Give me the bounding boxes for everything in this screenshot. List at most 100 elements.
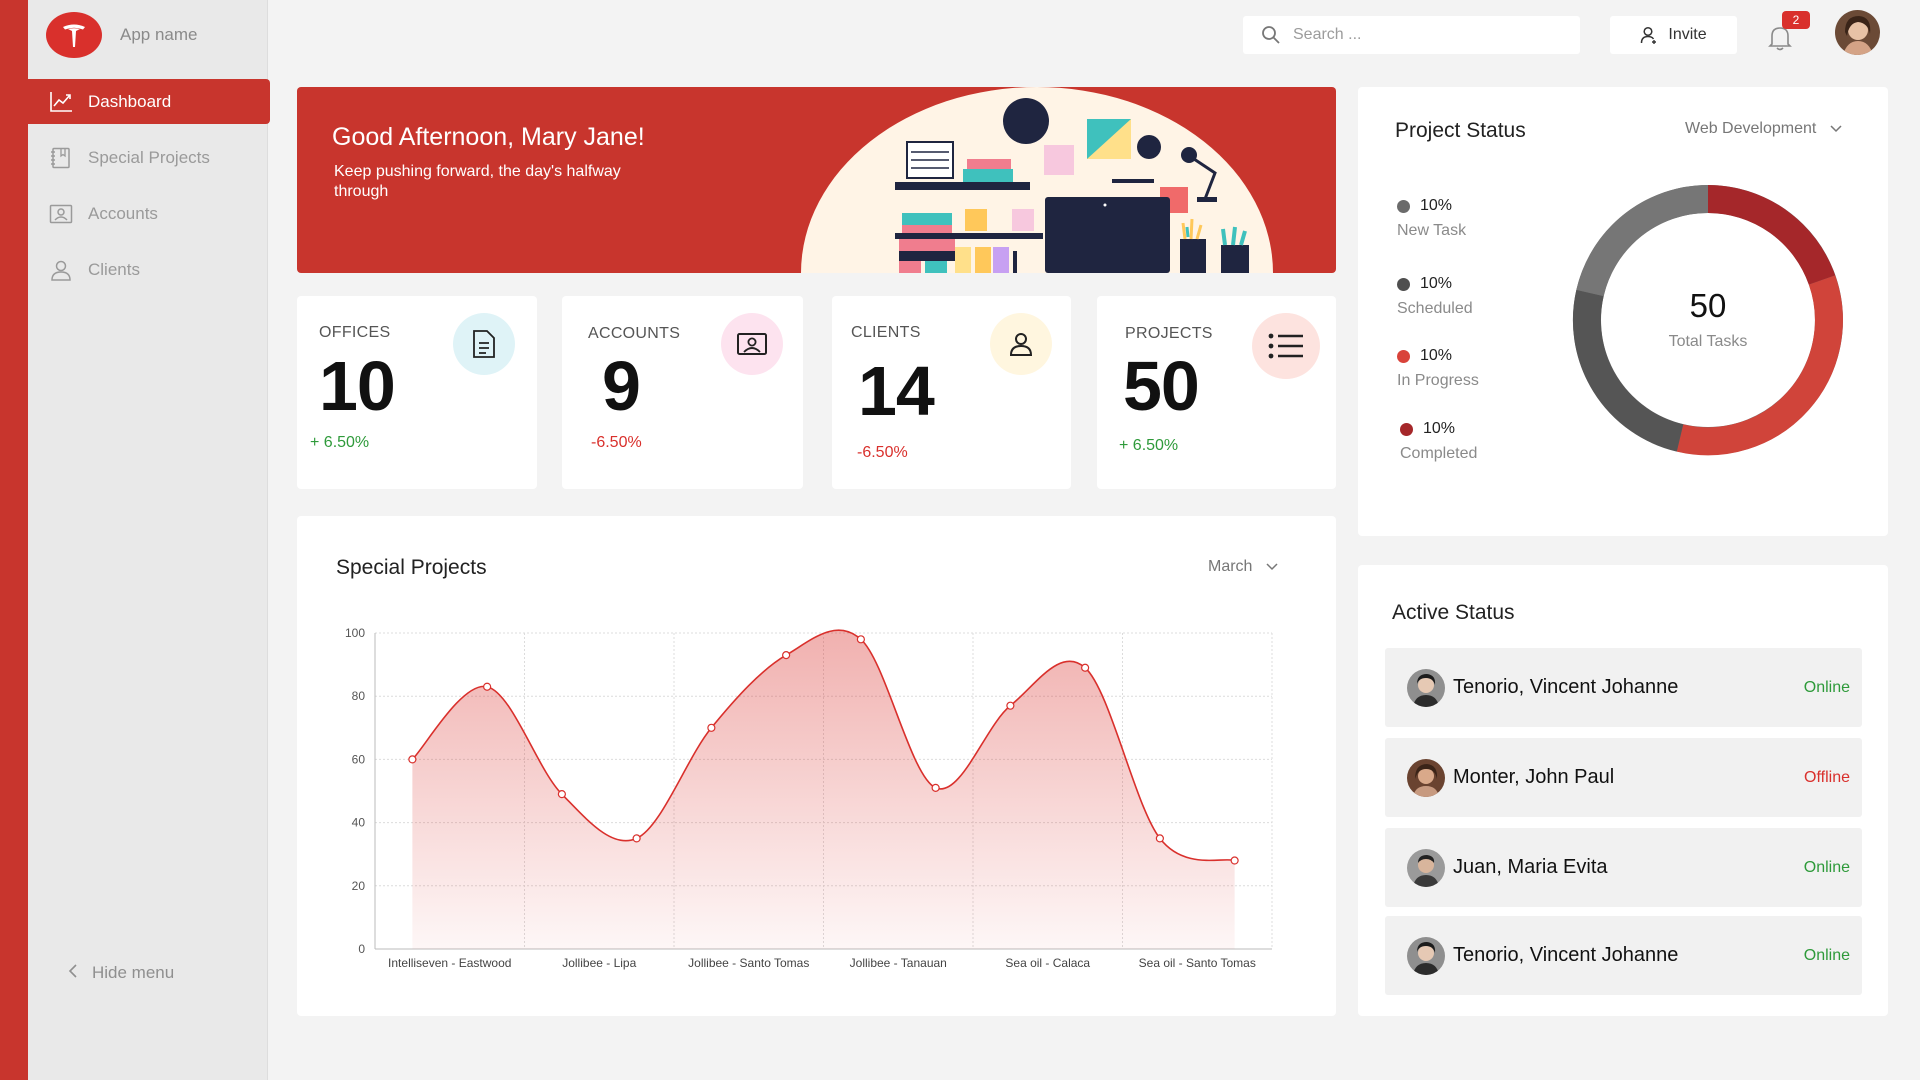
user-status: Offline (1804, 768, 1850, 786)
search-input[interactable]: Search ... (1243, 16, 1580, 54)
project-status-donut (1572, 185, 1843, 456)
user-avatar[interactable] (1835, 10, 1880, 55)
id-card-icon (48, 203, 74, 225)
active-user-row[interactable]: Tenorio, Vincent Johanne Online (1385, 648, 1862, 727)
chart-line-icon (48, 91, 74, 113)
total-tasks-value: 50 (1689, 287, 1727, 324)
x-tick-label: Jollibee - Santo Tomas (688, 956, 809, 970)
stat-delta: + 6.50% (1119, 437, 1179, 454)
notifications-button[interactable] (1765, 16, 1795, 52)
active-user-row[interactable]: Juan, Maria Evita Online (1385, 828, 1862, 907)
sidebar-item-special-projects[interactable]: Special Projects (28, 135, 270, 180)
user-name: Tenorio, Vincent Johanne (1453, 676, 1679, 698)
user-status: Online (1803, 678, 1850, 696)
app-name: App name (120, 25, 198, 44)
data-point (856, 635, 865, 644)
data-point (1006, 701, 1015, 710)
id-card-icon (721, 313, 783, 375)
stat-card-projects[interactable]: PROJECTS 50 + 6.50% (1097, 296, 1336, 489)
invite-button[interactable]: Invite (1610, 16, 1737, 54)
user-name: Tenorio, Vincent Johanne (1453, 944, 1679, 966)
stat-value: 10 (319, 347, 396, 425)
legend-dot (1397, 349, 1410, 363)
legend-name: New Task (1397, 222, 1467, 239)
active-user-row[interactable]: Tenorio, Vincent Johanne Online (1385, 916, 1862, 995)
user-status: Online (1803, 858, 1850, 876)
avatar (1407, 668, 1445, 707)
sidebar-item-accounts[interactable]: Accounts (28, 191, 270, 236)
user-name: Juan, Maria Evita (1453, 856, 1608, 878)
avatar (1407, 848, 1445, 887)
active-user-row[interactable]: Monter, John Paul Offline (1385, 738, 1862, 817)
legend-dot (1397, 199, 1410, 213)
list-icon (1252, 313, 1320, 379)
stat-value: 14 (858, 352, 935, 430)
legend-in-progress: 10% In Progress (1397, 347, 1479, 390)
legend-pct: 10% (1420, 347, 1453, 364)
project-filter-select[interactable]: Web Development (1685, 120, 1842, 138)
stat-card-clients[interactable]: CLIENTS 14 -6.50% (832, 296, 1071, 489)
month-select[interactable]: March (1208, 558, 1278, 576)
y-tick-label: 60 (352, 752, 366, 766)
user-status: Online (1803, 946, 1850, 964)
legend-dot (1400, 422, 1413, 436)
data-point (931, 783, 940, 792)
legend-new-task: 10% New Task (1397, 197, 1466, 240)
legend-pct: 10% (1420, 197, 1453, 214)
data-point (483, 682, 492, 691)
stat-value: 9 (602, 347, 641, 425)
y-tick-label: 20 (352, 879, 366, 893)
hide-menu-label: Hide menu (92, 963, 175, 982)
y-tick-label: 100 (345, 626, 365, 640)
stat-label: CLIENTS (851, 324, 921, 341)
data-point (707, 723, 716, 732)
document-icon (453, 313, 515, 375)
stat-delta: -6.50% (857, 444, 908, 461)
area-fill (412, 630, 1235, 949)
stat-card-offices[interactable]: OFFICES 10 + 6.50% (297, 296, 537, 489)
user-icon (990, 313, 1052, 375)
stat-value: 50 (1123, 347, 1200, 425)
data-point (782, 651, 791, 660)
month-select-value: March (1208, 558, 1253, 575)
sidebar-item-label: Clients (88, 259, 140, 279)
legend-name: In Progress (1397, 372, 1479, 389)
notebook-icon (48, 147, 74, 169)
y-tick-label: 80 (352, 689, 366, 703)
greeting-title: Good Afternoon, Mary Jane! (332, 123, 645, 151)
y-tick-label: 40 (352, 816, 366, 830)
chevron-down-icon (1266, 558, 1278, 576)
chevron-left-icon (68, 963, 78, 983)
sidebar-item-label: Accounts (88, 203, 158, 223)
donut-segment-in-progress (1676, 275, 1843, 456)
data-point (632, 834, 641, 843)
project-filter-value: Web Development (1685, 120, 1817, 137)
special-projects-card: Special Projects March 0 20 40 60 80 100 Intel… (297, 516, 1336, 1016)
data-point (1081, 663, 1090, 672)
app-brand[interactable]: App name (46, 12, 198, 58)
stat-delta: + 6.50% (310, 434, 370, 451)
x-tick-label: Intelliseven - Eastwood (388, 956, 511, 970)
data-point (1155, 834, 1164, 843)
app-logo (46, 12, 102, 58)
donut-segment-new-task (1576, 185, 1709, 297)
chevron-down-icon (1830, 120, 1842, 138)
x-tick-label: Jollibee - Lipa (562, 956, 636, 970)
search-placeholder: Search ... (1293, 26, 1362, 43)
legend-name: Completed (1400, 445, 1478, 462)
welcome-banner: Good Afternoon, Mary Jane! Keep pushing … (297, 87, 1336, 273)
x-tick-label: Sea oil - Calaca (1005, 956, 1090, 970)
legend-pct: 10% (1420, 275, 1453, 292)
sidebar-item-clients[interactable]: Clients (28, 247, 270, 292)
user-icon (48, 259, 74, 281)
stat-label: ACCOUNTS (588, 325, 681, 342)
stat-card-accounts[interactable]: ACCOUNTS 9 -6.50% (562, 296, 803, 489)
sidebar-item-dashboard[interactable]: Dashboard (28, 79, 270, 124)
sidebar-item-label: Special Projects (88, 147, 210, 167)
special-projects-chart: 0 20 40 60 80 100 Intelliseven - Eastwood Jolli… (345, 626, 1273, 970)
hide-menu-button[interactable]: Hide menu (68, 963, 174, 983)
series-line (411, 629, 1235, 862)
x-tick-label: Jollibee - Tanauan (850, 956, 947, 970)
legend-scheduled: 10% Scheduled (1397, 275, 1473, 318)
sidebar-item-label: Dashboard (88, 91, 172, 111)
